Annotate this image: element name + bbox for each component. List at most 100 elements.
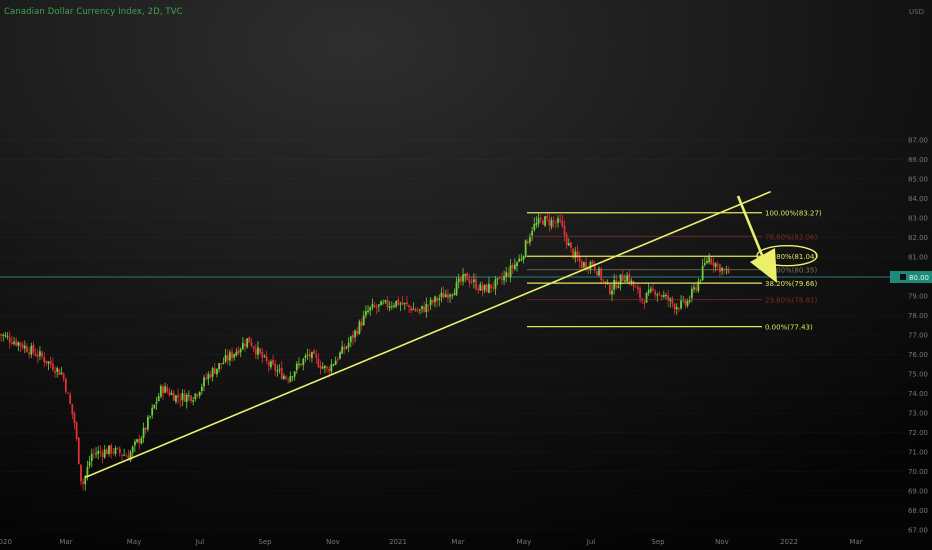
candle-body	[485, 284, 488, 292]
candle-body	[464, 273, 467, 276]
candle-body	[116, 447, 119, 449]
candle-body	[23, 345, 26, 349]
candle-body	[561, 220, 564, 227]
candle-body	[304, 355, 307, 358]
candle-body	[613, 280, 616, 290]
candle-body	[416, 310, 419, 312]
candle-body	[306, 354, 309, 356]
candle-body	[483, 284, 486, 291]
candle-body	[375, 307, 378, 308]
candle-body	[470, 281, 473, 283]
candle-body	[636, 286, 639, 290]
candle-body	[503, 275, 505, 281]
candle-body	[84, 475, 87, 485]
candle-body	[71, 403, 74, 415]
candle-body	[459, 277, 462, 282]
candle-body	[103, 449, 106, 458]
candle-body	[229, 352, 231, 361]
candle-body	[708, 257, 711, 263]
candle-body	[321, 366, 324, 369]
candle-body	[574, 251, 577, 258]
candle-body	[472, 279, 475, 282]
candle-body	[308, 353, 311, 357]
candle-body	[593, 263, 596, 271]
candle-body	[278, 368, 281, 370]
candle-body	[488, 283, 490, 293]
candle-body	[248, 336, 251, 343]
candle-body	[77, 437, 80, 465]
candle-body	[695, 287, 698, 291]
candle-body	[138, 438, 141, 444]
candle-body	[533, 223, 536, 230]
candle-body	[703, 263, 706, 265]
candle-body	[194, 393, 197, 400]
candle-body	[630, 280, 633, 284]
fib-level-label: 23.60%(78.81)	[765, 297, 817, 305]
candle-body	[136, 439, 138, 442]
candle-body	[475, 278, 477, 290]
candle-body	[429, 299, 432, 305]
down-arrow-head	[750, 248, 777, 283]
candle-body	[343, 347, 346, 350]
candle-body	[675, 307, 678, 310]
candle-body	[319, 366, 322, 369]
candle-body	[356, 331, 359, 335]
candle-body	[88, 461, 91, 466]
candle-body	[660, 295, 663, 297]
candle-body	[671, 298, 674, 304]
candle-body	[513, 264, 516, 270]
candle-body	[436, 297, 439, 301]
candle-body	[408, 305, 410, 307]
candle-body	[183, 393, 186, 402]
candle-body	[576, 251, 579, 258]
candle-body	[6, 336, 9, 337]
candle-body	[211, 368, 214, 377]
y-tick-label: 71.00	[908, 449, 928, 457]
candle-body	[578, 256, 581, 262]
y-tick-label: 87.00	[908, 137, 928, 145]
candle-body	[151, 407, 154, 416]
candle-body	[516, 262, 518, 267]
candle-body	[187, 395, 190, 396]
y-tick-label: 72.00	[908, 429, 928, 437]
candle-body	[714, 263, 717, 268]
candle-body	[162, 386, 164, 394]
x-tick-label: Sep	[651, 538, 665, 546]
candle-body	[250, 342, 253, 347]
candle-body	[542, 220, 544, 225]
candle-body	[598, 268, 600, 276]
candle-body	[431, 300, 434, 303]
candle-body	[667, 295, 670, 301]
candle-body	[235, 351, 238, 356]
candle-body	[19, 342, 22, 346]
candle-body	[406, 302, 408, 305]
candle-body	[539, 217, 542, 220]
candle-body	[423, 306, 426, 312]
candle-body	[326, 367, 328, 369]
candle-body	[129, 452, 132, 461]
candle-body	[447, 294, 449, 299]
candle-body	[82, 481, 85, 485]
candle-body	[64, 378, 67, 392]
candle-body	[56, 367, 59, 372]
candle-body	[496, 278, 499, 280]
y-tick-label: 85.00	[908, 176, 928, 184]
y-tick-label: 84.00	[908, 195, 928, 203]
candle-body	[684, 300, 687, 305]
candle-body	[628, 274, 631, 283]
candle-body	[146, 416, 149, 430]
candle-body	[719, 264, 721, 273]
y-tick-label: 69.00	[908, 488, 928, 496]
candle-body	[580, 261, 583, 269]
candle-body	[285, 376, 287, 379]
candle-body	[123, 454, 126, 456]
candle-body	[397, 299, 400, 305]
candle-body	[270, 361, 272, 368]
candle-body	[647, 289, 650, 294]
candle-body	[121, 454, 123, 456]
candle-body	[41, 352, 43, 357]
candle-body	[384, 300, 387, 302]
candle-body	[688, 299, 691, 302]
candle-body	[10, 342, 13, 344]
